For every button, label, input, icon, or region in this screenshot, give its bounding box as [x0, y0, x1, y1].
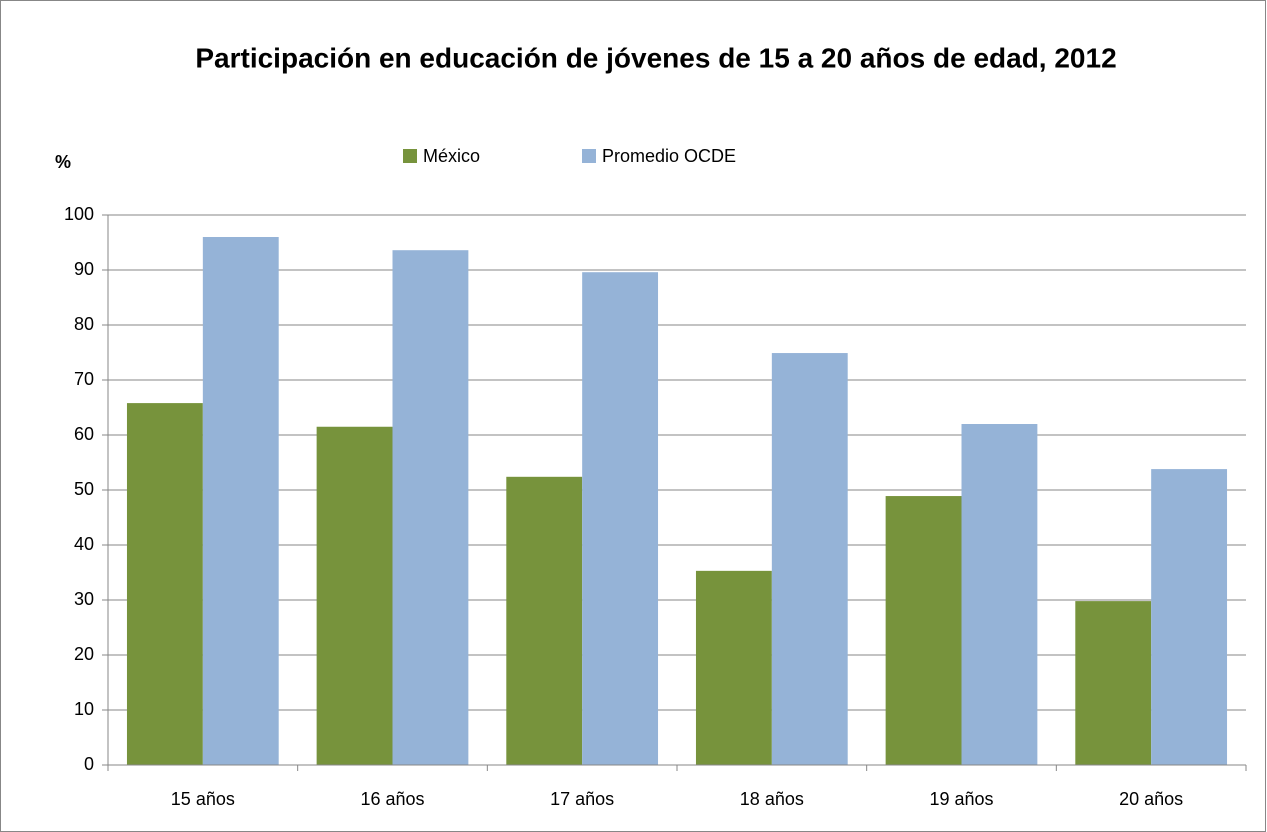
y-tick-label: 0 [84, 754, 94, 774]
x-tick-label: 15 años [171, 789, 235, 809]
bar [961, 424, 1038, 765]
legend-swatch [582, 149, 596, 163]
y-tick-label: 70 [74, 369, 94, 389]
bar [885, 496, 962, 765]
x-tick-label: 17 años [550, 789, 614, 809]
x-tick-label: 18 años [740, 789, 804, 809]
y-tick-label: 10 [74, 699, 94, 719]
y-tick-label: 20 [74, 644, 94, 664]
bar [202, 237, 279, 765]
legend-label: Promedio OCDE [602, 146, 736, 166]
bar [771, 353, 848, 765]
chart-title: Participación en educación de jóvenes de… [195, 42, 1116, 73]
bar [1075, 601, 1152, 765]
y-tick-label: 80 [74, 314, 94, 334]
bar [392, 250, 469, 765]
legend-swatch [403, 149, 417, 163]
bar [582, 272, 659, 765]
bar [126, 403, 203, 765]
bar [695, 570, 772, 765]
y-tick-label: 90 [74, 259, 94, 279]
bar [316, 426, 393, 765]
y-tick-label: 60 [74, 424, 94, 444]
bar [506, 476, 583, 765]
bar [1151, 469, 1228, 765]
y-tick-label: 100 [64, 204, 94, 224]
y-tick-label: 50 [74, 479, 94, 499]
y-axis-label: % [55, 152, 71, 172]
legend-label: México [423, 146, 480, 166]
x-tick-label: 19 años [929, 789, 993, 809]
x-tick-label: 20 años [1119, 789, 1183, 809]
y-tick-label: 30 [74, 589, 94, 609]
y-tick-label: 40 [74, 534, 94, 554]
x-tick-label: 16 años [360, 789, 424, 809]
